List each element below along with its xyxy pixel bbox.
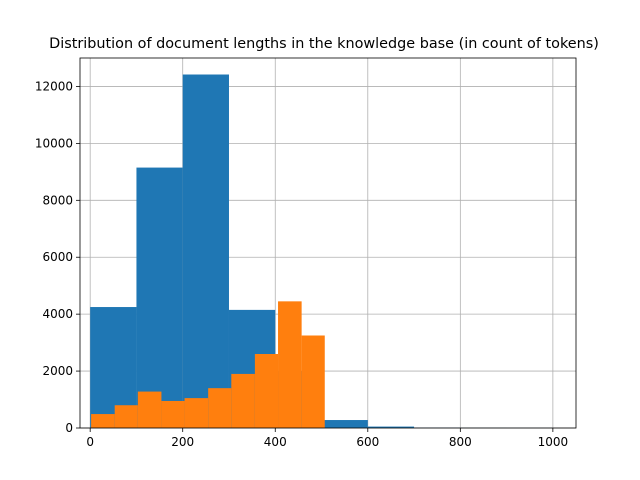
y-tick-label: 4000 <box>42 307 73 321</box>
histogram-bar-series-1 <box>321 420 368 428</box>
y-tick-label: 2000 <box>42 364 73 378</box>
y-tick-label: 10000 <box>35 136 73 150</box>
histogram-bar-series-2 <box>91 414 115 428</box>
histogram-bar-series-2 <box>208 388 232 428</box>
histogram-bar-series-2 <box>114 405 138 428</box>
x-axis: 0 200 400 600 800 1000 <box>86 428 568 449</box>
histogram-bar-series-2 <box>301 335 325 428</box>
histogram-bar-series-2 <box>161 400 185 428</box>
histogram-bars <box>90 74 553 429</box>
x-tick-label: 800 <box>449 435 472 449</box>
histogram-bar-series-2 <box>278 301 302 428</box>
histogram-bar-series-2 <box>254 354 279 428</box>
x-tick-label: 1000 <box>538 435 569 449</box>
y-tick-label: 6000 <box>42 250 73 264</box>
histogram-bar-series-1 <box>136 167 183 429</box>
plot-frame <box>79 57 577 429</box>
histogram-bar-series-1 <box>182 74 229 428</box>
x-tick-label: 400 <box>264 435 287 449</box>
y-axis: 0 2000 4000 6000 8000 10000 12000 <box>35 79 80 435</box>
x-tick-label: 200 <box>171 435 194 449</box>
histogram-bar-series-1 <box>367 426 415 428</box>
y-tick-label: 8000 <box>42 193 73 207</box>
histogram-bar-series-2 <box>137 391 162 428</box>
chart-title: Distribution of document lengths in the … <box>49 36 599 52</box>
histogram-bar-series-2 <box>184 398 209 428</box>
histogram-bar-series-2 <box>231 373 255 428</box>
x-tick-label: 600 <box>356 435 379 449</box>
x-tick-label: 0 <box>86 435 94 449</box>
y-tick-label: 0 <box>65 421 73 435</box>
y-tick-label: 12000 <box>35 79 73 93</box>
